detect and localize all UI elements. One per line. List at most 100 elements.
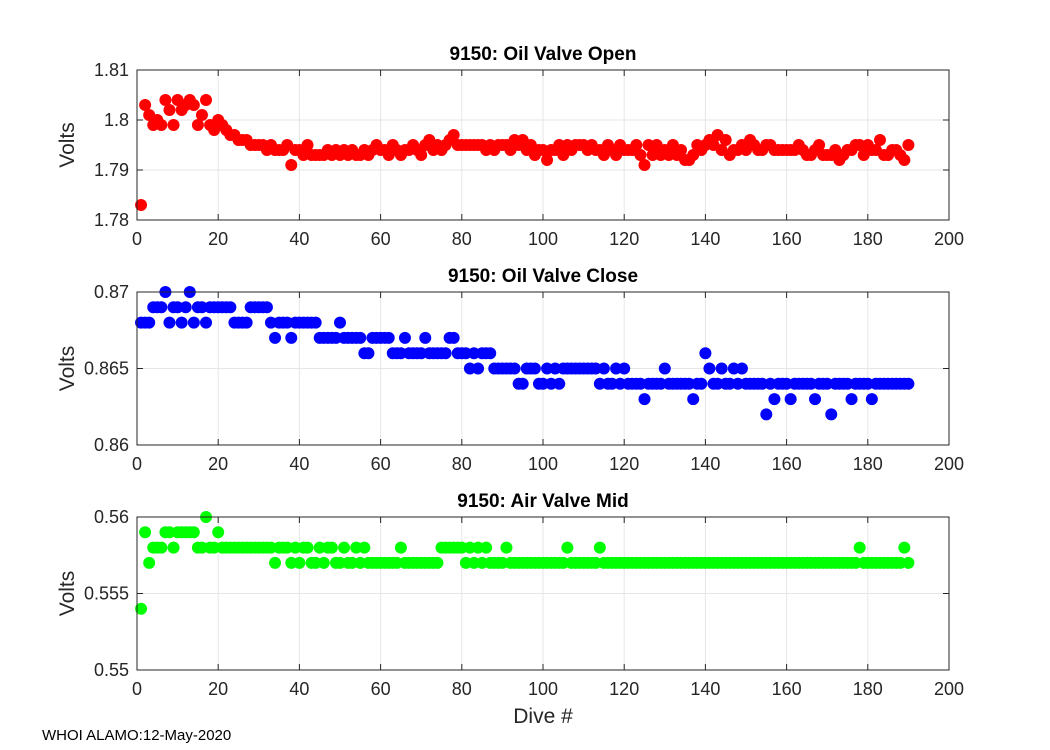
panel-2-y-tick-label: 0.865 [84, 359, 129, 379]
panel-2-data-point [155, 301, 168, 314]
panel-2-data-point [163, 316, 176, 329]
panel-2-data-point [179, 301, 192, 314]
panel-1-data-point [415, 149, 428, 161]
panel-2-x-tick-label: 140 [690, 454, 720, 474]
panel-3-data-point [167, 541, 180, 554]
panel-2-x-tick-label: 200 [934, 454, 964, 474]
panel-1-x-tick-label: 60 [371, 229, 391, 249]
footer-label: WHOI ALAMO:12-May-2020 [42, 727, 232, 744]
panel-2-data-point [175, 316, 188, 329]
panel-2-x-tick-label: 60 [371, 454, 391, 474]
panel-2-data-point [760, 408, 773, 421]
panel-2-x-tick-label: 80 [452, 454, 472, 474]
panel-3-data-point [293, 556, 306, 569]
panel-2-data-point [269, 331, 282, 344]
panel-2-data-point [309, 316, 322, 329]
panel-1-data-point [813, 139, 826, 151]
panel-3-y-tick-label: 0.555 [84, 584, 129, 604]
panel-1-data-point [167, 119, 180, 131]
panel-2-data-point [508, 362, 521, 375]
panel-3-y-tick-label: 0.55 [94, 660, 129, 680]
panel-2-data-point [699, 347, 712, 360]
panel-2-data-point [658, 362, 671, 375]
panel-2-data-point [703, 362, 716, 375]
panel-3-data-point [902, 556, 915, 569]
panel-1-x-tick-label: 180 [853, 229, 883, 249]
panel-2-data-point [260, 301, 273, 314]
panel-2-data-point [735, 362, 748, 375]
panel-2-y-axis-label: Volts [56, 346, 79, 392]
panel-1-data-point [191, 119, 204, 131]
panel-1-data-point [638, 159, 651, 171]
panel-3-x-tick-label: 60 [371, 679, 391, 699]
panel-3-x-tick-label: 0 [132, 679, 142, 699]
panel-1-data-point [301, 139, 314, 151]
panel-2-data-point [695, 377, 708, 390]
panel-2-y-tick-label: 0.86 [94, 435, 129, 455]
panel-1-data-point [139, 99, 152, 111]
panel-1-x-tick-label: 20 [208, 229, 228, 249]
panel-2-y-tick-label: 0.87 [94, 282, 129, 302]
panel-2-data-point [553, 377, 566, 390]
panel-3-data-point [561, 541, 574, 554]
panel-2-data-point [687, 393, 700, 406]
panel-2-data-point [240, 316, 253, 329]
panel-3-data-point [317, 556, 330, 569]
panel-2-x-tick-label: 160 [772, 454, 802, 474]
panel-3-x-tick-label: 20 [208, 679, 228, 699]
panel-2-data-point [638, 393, 651, 406]
panel-3-x-tick-label: 100 [528, 679, 558, 699]
panel-2-x-tick-label: 180 [853, 454, 883, 474]
panel-1-x-tick-label: 100 [528, 229, 558, 249]
panel-1-x-tick-label: 160 [772, 229, 802, 249]
panel-2-data-point [447, 331, 460, 344]
panel-2-data-point [472, 362, 485, 375]
panel-3-data-point [480, 541, 493, 554]
panel-1-x-tick-label: 0 [132, 229, 142, 249]
panel-1-y-tick-label: 1.81 [94, 60, 129, 80]
panel-3-x-tick-label: 80 [452, 679, 472, 699]
panel-2-data-point [354, 331, 367, 344]
panel-1-x-tick-label: 80 [452, 229, 472, 249]
panel-1-data-point [155, 119, 168, 131]
panel-1-data-point [634, 149, 647, 161]
panel-1-x-tick-label: 140 [690, 229, 720, 249]
panel-1-x-tick-label: 120 [609, 229, 639, 249]
panel-2-data-point [825, 408, 838, 421]
panel-3-x-tick-label: 40 [289, 679, 309, 699]
panel-1-data-point [285, 159, 298, 171]
panel-2-x-tick-label: 40 [289, 454, 309, 474]
panel-3-data-point [853, 541, 866, 554]
panel-3-data-point [431, 556, 444, 569]
panel-1-y-tick-label: 1.79 [94, 160, 129, 180]
panel-2-data-point [597, 362, 610, 375]
panel-1-x-tick-label: 40 [289, 229, 309, 249]
panel-1-y-tick-label: 1.78 [94, 210, 129, 230]
panel-1-data-point [447, 129, 460, 141]
panel-2-data-point [224, 301, 237, 314]
panel-1-data-point [902, 139, 915, 151]
panel-2-data-point [334, 316, 346, 329]
panel-2-data-point [865, 393, 878, 406]
panel-3-x-tick-label: 120 [609, 679, 639, 699]
panel-1-title: 9150: Oil Valve Open [450, 44, 637, 65]
panel-1-data-point [195, 109, 208, 121]
panel-3-x-tick-label: 180 [853, 679, 883, 699]
panel-2-data-point [398, 331, 411, 344]
panel-2-data-point [285, 331, 298, 344]
panel-1-data-point [630, 139, 643, 151]
panel-3-y-axis-label: Volts [56, 571, 79, 617]
panel-1-data-point [719, 134, 732, 146]
panel-3-data-point [135, 602, 148, 615]
panel-2-data-point [516, 377, 529, 390]
panel-3-x-tick-label: 160 [772, 679, 802, 699]
panel-3-data-point [143, 556, 156, 569]
panel-3-data-point [187, 526, 200, 539]
panel-2-x-tick-label: 20 [208, 454, 228, 474]
panel-2-title: 9150: Oil Valve Close [448, 266, 638, 287]
panel-2-data-point [362, 347, 375, 360]
panel-1-data-point [187, 99, 200, 111]
panel-2-data-point [200, 316, 213, 329]
panel-2-x-tick-label: 100 [528, 454, 558, 474]
